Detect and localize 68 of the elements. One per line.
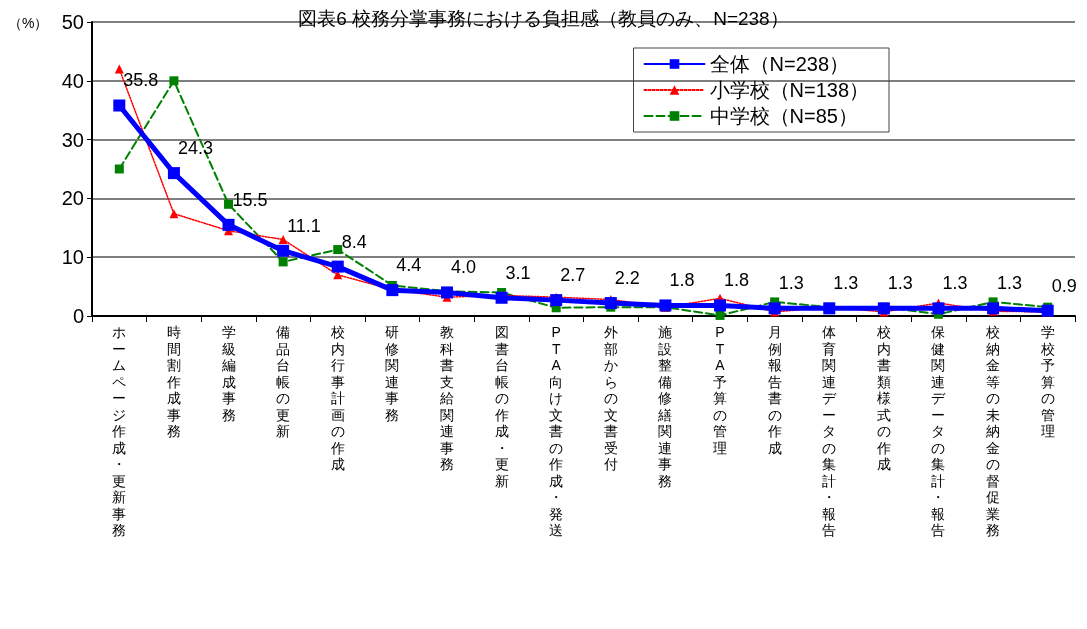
- category-label: PTA向け文書の作成・発送: [549, 324, 564, 539]
- y-tick-label: 40: [61, 69, 84, 92]
- data-label: 15.5: [232, 189, 268, 210]
- data-label: 4.4: [396, 255, 422, 276]
- data-label: 2.7: [560, 265, 586, 286]
- point: [715, 310, 725, 320]
- point: [495, 291, 508, 304]
- y-tick-label: 0: [72, 305, 84, 327]
- data-label: 1.3: [778, 273, 804, 294]
- point: [169, 76, 179, 86]
- y-axis-title: （%）: [8, 15, 49, 31]
- x-tick-label: 学校予算の管理: [1039, 324, 1055, 440]
- point: [331, 260, 344, 273]
- point: [113, 99, 126, 112]
- point: [932, 302, 945, 315]
- category-label: ホームページ作成・更新事務: [112, 324, 127, 539]
- x-tick-label: 月例報告書の作成: [766, 324, 782, 456]
- data-label: 0.9: [1051, 275, 1077, 296]
- point: [167, 167, 180, 180]
- data-label: 1.3: [833, 273, 859, 294]
- y-tick-label: 10: [61, 246, 84, 269]
- x-tick-label: 研修関連事務: [385, 324, 400, 423]
- point: [222, 218, 235, 231]
- legend-label: 全体（N=238）: [709, 53, 850, 75]
- category-label: 校内書類様式の作成: [876, 324, 891, 473]
- point: [714, 299, 727, 312]
- data-label: 2.2: [614, 268, 640, 289]
- point: [224, 199, 234, 209]
- category-label: 教科書支給関連事務: [439, 324, 454, 473]
- x-tick-label: 備品台帳の更新: [276, 324, 291, 440]
- category-label: 図書台帳の作成・更新: [494, 324, 509, 489]
- data-label: 8.4: [341, 231, 367, 252]
- category-label: 施設整備修繕関連事務: [658, 324, 673, 489]
- chart-title: 図表6 校務分掌事務における負担感（教員のみ、N=238）: [298, 8, 789, 29]
- legend-label: 小学校（N=138）: [709, 79, 870, 101]
- point: [550, 294, 563, 307]
- point: [114, 164, 124, 174]
- data-label: 1.3: [997, 273, 1023, 294]
- y-tick-label: 50: [61, 11, 84, 33]
- point: [987, 302, 1000, 315]
- point: [333, 245, 343, 255]
- point: [768, 302, 781, 315]
- point: [278, 257, 288, 267]
- category-label: 外部からの文書受付: [603, 324, 618, 473]
- y-tick-label: 20: [61, 187, 84, 210]
- category-label: 校内行事計画の作成: [330, 324, 345, 473]
- point: [169, 209, 179, 219]
- data-label: 24.3: [177, 138, 213, 159]
- legend-label: 中学校（N=85）: [709, 105, 858, 127]
- point: [278, 235, 288, 245]
- x-tick-label: PTA予算の管理: [713, 324, 728, 456]
- category-label: 校納金等の未納金の督促業務: [986, 324, 1001, 539]
- x-tick-label: 学級編成事務: [220, 324, 236, 423]
- data-label: 3.1: [505, 262, 531, 283]
- y-tick-label: 30: [61, 128, 84, 151]
- data-label: 11.1: [287, 215, 321, 236]
- data-label: 1.8: [724, 270, 750, 291]
- data-label: 1.3: [887, 273, 913, 294]
- data-label: 1.3: [942, 273, 968, 294]
- x-tick-label: 時間割作成事務: [165, 324, 181, 440]
- point: [604, 297, 617, 310]
- point: [277, 244, 290, 257]
- data-label: 4.0: [450, 257, 476, 278]
- data-label: 1.8: [669, 270, 695, 291]
- point: [114, 64, 124, 74]
- category-label: 体育関連データの集計・報告: [822, 324, 837, 539]
- data-label: 35.8: [123, 70, 159, 91]
- category-label: 保健関連データの集計・報告: [931, 324, 946, 539]
